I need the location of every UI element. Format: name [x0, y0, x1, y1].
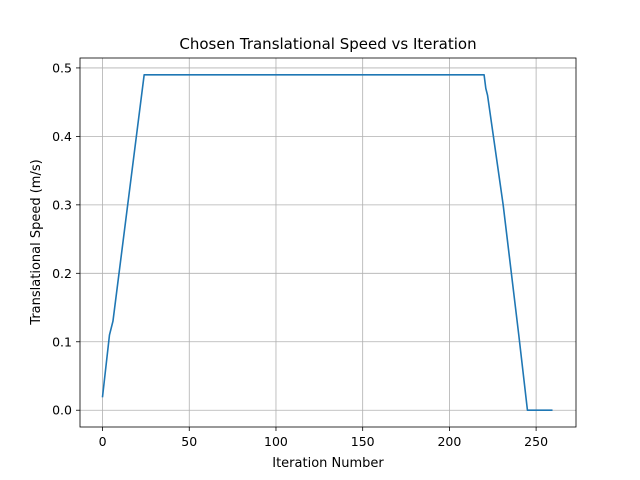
series-layer [101, 73, 553, 412]
y-axis-ticks: 0.0 0.1 0.2 0.3 0.4 0.5 [52, 60, 80, 418]
y-tick-label: 0.4 [52, 129, 72, 144]
x-tick-label: 50 [181, 434, 197, 449]
y-tick-label: 0.1 [52, 334, 72, 349]
y-tick-label: 0.3 [52, 197, 72, 212]
x-tick-label: 250 [524, 434, 548, 449]
x-tick-label: 200 [437, 434, 461, 449]
y-tick-label: 0.5 [52, 60, 72, 75]
x-axis-label: Iteration Number [272, 456, 384, 471]
x-tick-label: 100 [264, 434, 288, 449]
speed-series-line [101, 73, 553, 412]
x-tick-label: 0 [99, 434, 107, 449]
x-axis-ticks: 0 50 100 150 200 250 [99, 427, 548, 449]
y-tick-label: 0.0 [52, 403, 72, 418]
x-tick-label: 150 [351, 434, 375, 449]
grid [80, 58, 576, 427]
chart-title: Chosen Translational Speed vs Iteration [179, 35, 476, 53]
y-tick-label: 0.2 [52, 266, 72, 281]
plot-frame [79, 57, 577, 428]
y-axis-label: Translational Speed (m/s) [29, 159, 44, 325]
